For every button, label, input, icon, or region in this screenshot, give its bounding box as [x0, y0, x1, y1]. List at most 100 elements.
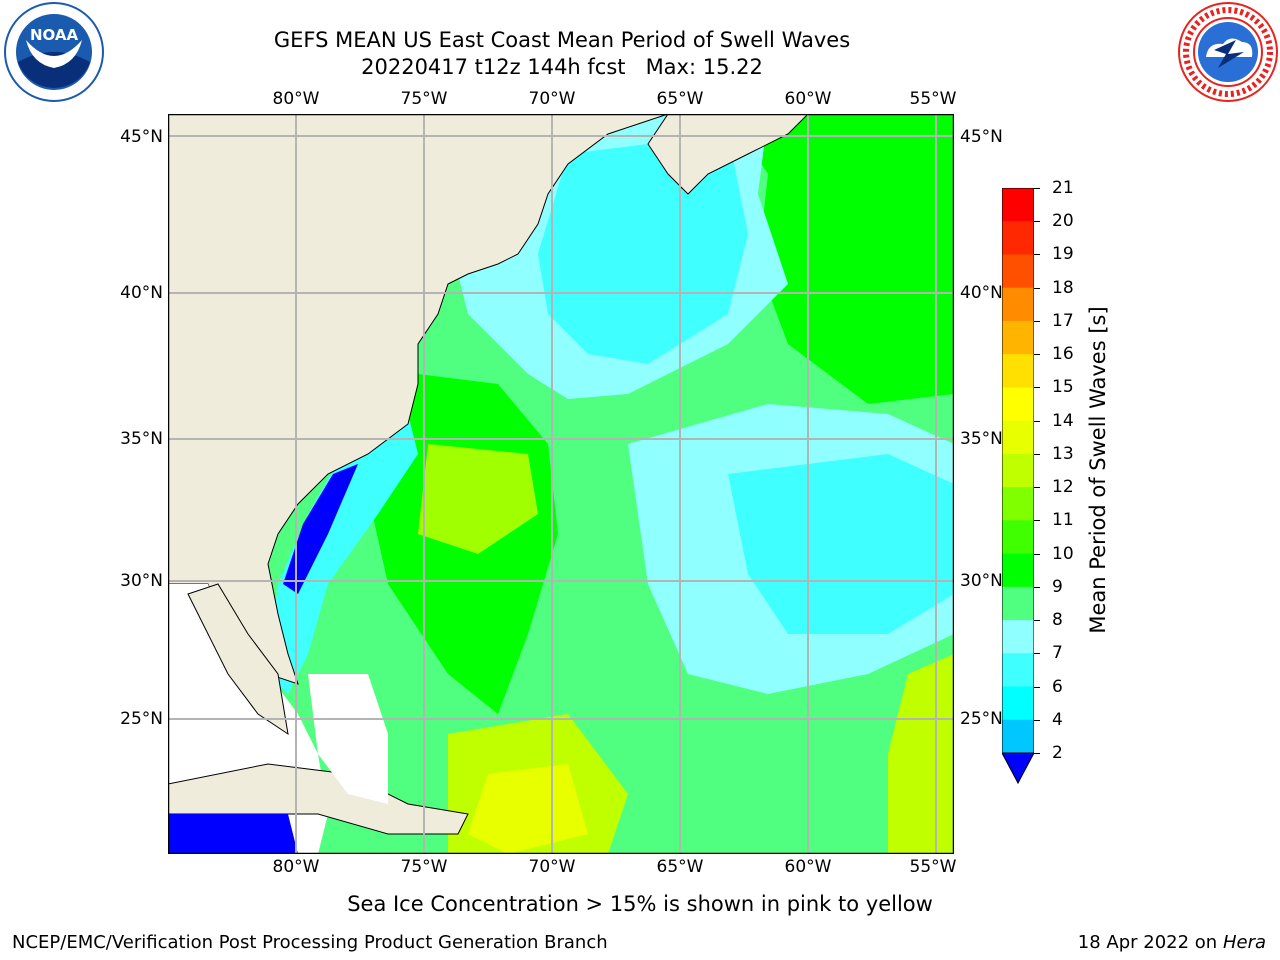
colorbar-swatch [1002, 188, 1034, 222]
colorbar-tick-mark [1034, 753, 1040, 754]
lat-tick-left-25n: 25°N [120, 709, 163, 729]
colorbar-label: Mean Period of Swell Waves [s] [1086, 306, 1110, 634]
colorbar-tick-label: 11 [1052, 510, 1074, 531]
colorbar-tick-label: 2 [1052, 743, 1063, 763]
nova-scotia-land [647, 114, 809, 195]
lat-tick-right-30n: 30°N [960, 571, 1003, 591]
colorbar-tick-label: 15 [1052, 377, 1074, 398]
colorbar-tick-label: 20 [1052, 211, 1074, 232]
lon-tick-top-70w: 70°W [528, 89, 576, 109]
caribbean-low-period [168, 814, 298, 854]
colorbar-tick-mark [1034, 553, 1040, 555]
graticule [168, 114, 954, 854]
lon-tick-top-60w: 60°W [784, 89, 832, 109]
lat-tick-right-25n: 25°N [960, 709, 1003, 729]
colorbar-tick-label: 4 [1052, 709, 1063, 730]
colorbar-tick-label: 16 [1052, 344, 1074, 365]
swell-zone-central-core [728, 454, 954, 634]
colorbar-tick-mark [1034, 221, 1040, 223]
colorbar-swatch [1002, 553, 1034, 588]
swell-zone-ne [728, 114, 954, 404]
colorbar-tick-mark [1034, 520, 1040, 522]
colorbar-swatch [1002, 287, 1034, 322]
colorbar-swatch [1002, 387, 1034, 422]
colorbar-tick-label: 8 [1052, 610, 1063, 631]
lat-tick-left-30n: 30°N [120, 571, 163, 591]
colorbar-tick-mark [1034, 453, 1040, 455]
coastal-low-period [283, 464, 358, 594]
map-frame [167, 113, 955, 855]
colorbar-tick-mark [1034, 287, 1040, 289]
colorbar-swatch [1002, 520, 1034, 555]
colorbar-tick-mark [1034, 686, 1040, 688]
lon-tick-bottom-80w: 80°W [272, 857, 320, 877]
swell-zone-se-high [888, 654, 954, 854]
colorbar-tick-label: 19 [1052, 244, 1074, 265]
colorbar-swatch [1002, 620, 1034, 654]
colorbar-tick-mark [1034, 586, 1040, 588]
colorbar-tick-label: 12 [1052, 477, 1074, 498]
footer-date: 18 Apr 2022 on [1077, 932, 1218, 953]
svg-text:NOAA: NOAA [30, 26, 79, 44]
swell-zone-north-core [538, 134, 748, 364]
colorbar-swatch [1002, 320, 1034, 355]
noaa-logo: NOAA [4, 2, 104, 102]
florida-land [187, 583, 289, 736]
colorbar-swatch [1002, 487, 1034, 521]
colorbar-tick-mark [1034, 254, 1040, 256]
swell-zone-sw-high [418, 444, 538, 554]
swell-zone-south-peak [468, 764, 588, 854]
lat-tick-left-40n: 40°N [120, 283, 163, 303]
swell-period-map [167, 113, 955, 855]
colorbar-swatch [1002, 653, 1034, 688]
lon-tick-bottom-65w: 65°W [656, 857, 704, 877]
bahamas-bank [308, 674, 388, 804]
colorbar-tick-mark [1034, 420, 1040, 422]
colorbar-swatch [1002, 354, 1034, 388]
colorbar-tick-label: 21 [1052, 178, 1074, 198]
noaa-logo-icon: NOAA [4, 2, 104, 102]
lat-tick-right-45n: 45°N [960, 127, 1003, 147]
footer-left: NCEP/EMC/Verification Post Processing Pr… [12, 932, 608, 953]
footer-host: Hera [1222, 932, 1266, 953]
lon-tick-top-80w: 80°W [272, 89, 320, 109]
colorbar-tick-mark [1034, 719, 1040, 721]
colorbar-tick-mark [1034, 487, 1040, 489]
lon-tick-bottom-75w: 75°W [400, 857, 448, 877]
colorbar-tick-label: 14 [1052, 410, 1074, 431]
colorbar-swatch [1002, 719, 1034, 754]
map-canvas [167, 113, 955, 855]
colorbar [1001, 187, 1035, 788]
title-line-1: GEFS MEAN US East Coast Mean Period of S… [273, 28, 851, 52]
nws-logo [1178, 2, 1278, 102]
colorbar-tick-label: 18 [1052, 277, 1074, 298]
colorbar-tick-mark [1034, 320, 1040, 322]
lat-tick-right-40n: 40°N [960, 283, 1003, 303]
colorbar-tick-label: 10 [1052, 543, 1074, 564]
colorbar-tick-mark [1034, 620, 1040, 622]
colorbar-swatches [1001, 187, 1035, 785]
colorbar-ticks: 21 20 19 18 17 16 15 14 13 12 11 10 9 8 7 6 4 2 [1034, 178, 1090, 778]
colorbar-tick-label: 13 [1052, 443, 1074, 464]
lon-tick-top-65w: 65°W [656, 89, 704, 109]
colorbar-tick-label: 7 [1052, 643, 1063, 664]
colorbar-tick-mark [1034, 387, 1040, 389]
forecast-date: 20220417 t12z 144h fcst [361, 55, 626, 79]
lon-tick-bottom-70w: 70°W [528, 857, 576, 877]
colorbar-tick-mark [1034, 354, 1040, 356]
colorbar-tick-label: 17 [1052, 310, 1074, 331]
lat-tick-left-35n: 35°N [120, 429, 163, 449]
sea-ice-note-text: Sea Ice Concentration > 15% is shown in … [347, 892, 933, 916]
colorbar-extension [1001, 752, 1035, 785]
colorbar-swatch [1002, 254, 1034, 289]
coastal-strip [268, 414, 418, 694]
colorbar-swatch [1002, 586, 1034, 621]
colorbar-tick-label: 9 [1052, 576, 1063, 597]
colorbar-swatch [1002, 420, 1034, 455]
colorbar-swatch [1002, 221, 1034, 255]
max-value: Max: 15.22 [645, 55, 763, 79]
sea-ice-note: Sea Ice Concentration > 15% is shown in … [0, 891, 1280, 917]
lat-tick-right-35n: 35°N [960, 429, 1003, 449]
north-america-land [168, 114, 669, 685]
colorbar-swatch [1002, 686, 1034, 721]
